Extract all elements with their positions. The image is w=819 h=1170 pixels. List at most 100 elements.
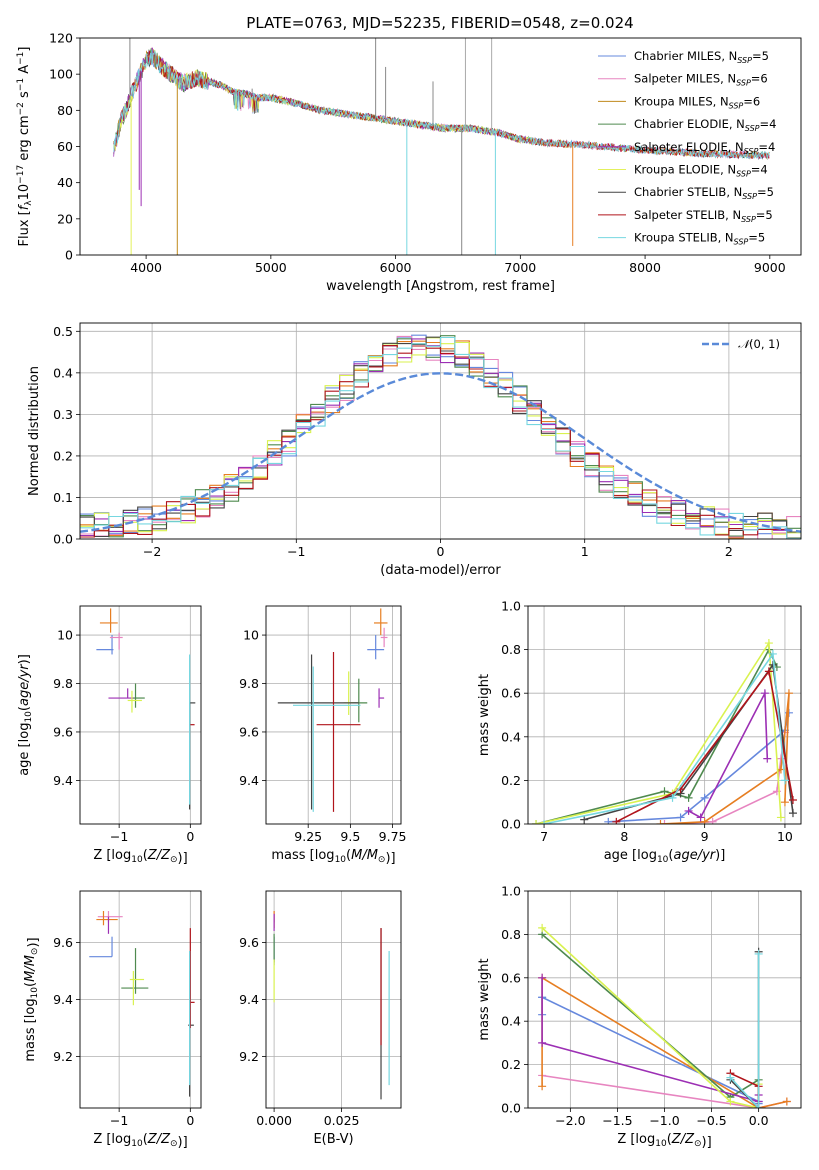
weight-marker xyxy=(580,815,589,824)
weight-marker xyxy=(684,806,693,815)
axes-frame xyxy=(527,605,802,825)
y-tick-label: 120 xyxy=(49,31,73,46)
x-axis-label: Z [log10(Z/Z⊙)] xyxy=(617,1132,711,1150)
x-tick-label: 9 xyxy=(701,829,709,844)
weight-marker xyxy=(700,817,709,824)
axes-frame xyxy=(79,37,802,256)
panel-weight-vs-Z: −2.0 −1.5 −1.0 −0.5 0.0 0.0 0.2 0.4 0.6 0.8 1.0 Z [… xyxy=(477,884,802,1150)
y-tick-label: 9.4 xyxy=(53,992,73,1007)
panel-mass-vs-Z: −1 0 9.2 9.4 9.6 Z [log10(Z/Z⊙)] mass [log10(M… xyxy=(23,890,202,1150)
y-tick-label: 9.2 xyxy=(53,1049,73,1064)
y-tick-label: 0.1 xyxy=(53,490,73,505)
panel-mass-vs-ebv: 0.000 0.025 9.2 9.4 9.6 E(B-V) xyxy=(239,890,402,1147)
weight-marker xyxy=(754,1104,763,1108)
y-tick-label: 0.4 xyxy=(53,365,73,380)
weight-marker xyxy=(660,787,669,796)
x-tick-label: 2 xyxy=(725,544,733,559)
y-tick-label: 9.4 xyxy=(53,773,73,788)
weight-marker xyxy=(676,813,685,822)
y-axis-label: mass weight xyxy=(477,674,492,756)
panels: 4000 5000 6000 7000 8000 9000020406080100120w… xyxy=(16,31,802,1150)
spectrum-lines xyxy=(113,38,770,255)
weight-marker xyxy=(538,1038,547,1047)
y-tick-label: 9.6 xyxy=(239,724,259,739)
y-tick-label: 9.8 xyxy=(239,676,259,691)
y-tick-label: 10 xyxy=(57,628,73,643)
weight-marker xyxy=(764,667,773,676)
y-tick-label: 9.6 xyxy=(53,935,73,950)
x-tick-label: 0.025 xyxy=(324,1113,360,1128)
errorbars xyxy=(273,910,390,1100)
y-tick-label: 100 xyxy=(49,67,73,82)
x-tick-label: 9.75 xyxy=(379,829,407,844)
x-tick-label: −1.0 xyxy=(649,1113,679,1128)
weight-marker xyxy=(754,949,763,958)
y-tick-label: 0.0 xyxy=(501,817,521,832)
y-tick-label: 0 xyxy=(65,248,73,263)
spectrum-series xyxy=(113,47,534,151)
errorbars xyxy=(277,608,388,812)
weight-marker xyxy=(540,820,549,824)
x-axis-label: E(B-V) xyxy=(313,1132,353,1147)
y-axis-label: Normed distribution xyxy=(27,366,42,496)
y-axis-label: mass weight xyxy=(477,958,492,1040)
y-axis-label: age [log10(age/yr)] xyxy=(17,654,34,776)
spectrum-series xyxy=(113,49,770,159)
weight-marker xyxy=(612,817,621,824)
y-tick-label: 0.2 xyxy=(501,773,521,788)
x-axis-label: (data-model)/error xyxy=(380,563,501,578)
weight-marker xyxy=(656,820,665,824)
weight-marker xyxy=(696,813,705,822)
x-tick-label: 0.000 xyxy=(256,1113,292,1128)
y-tick-label: 0.3 xyxy=(53,407,73,422)
y-tick-label: 0.4 xyxy=(501,1014,521,1029)
weight-marker xyxy=(776,813,785,822)
weight-marker xyxy=(700,793,709,802)
x-axis-label: Z [log10(Z/Z⊙)] xyxy=(93,1132,187,1150)
weight-series xyxy=(688,690,769,819)
x-tick-label: −2 xyxy=(143,544,161,559)
weight-marker xyxy=(780,798,789,807)
spectrum-series xyxy=(113,47,534,157)
y-axis-label: Flux [fλ10−17 erg cm−2 s−1 A−1] xyxy=(16,47,34,247)
y-tick-label: 40 xyxy=(57,175,73,190)
x-tick-label: 7000 xyxy=(504,260,536,275)
weight-lines xyxy=(532,639,797,824)
axes-frame xyxy=(79,605,202,825)
weight-marker xyxy=(684,793,693,802)
weight-marker xyxy=(660,820,669,824)
y-tick-label: 0.2 xyxy=(53,448,73,463)
weight-series xyxy=(535,640,782,824)
x-tick-label: 4000 xyxy=(130,260,162,275)
y-tick-label: 60 xyxy=(57,139,73,154)
x-tick-label: −2.0 xyxy=(555,1113,585,1128)
axes-frame xyxy=(79,890,202,1109)
errorbars xyxy=(96,608,196,810)
panel-residuals: −2 −1 0 1 2 0.0 0.1 0.2 0.3 0.4 0.5 (data-model)/er… xyxy=(27,322,802,578)
y-tick-label: 9.2 xyxy=(239,1049,259,1064)
y-tick-label: 20 xyxy=(57,211,73,226)
y-tick-label: 9.6 xyxy=(53,724,73,739)
x-tick-label: 6000 xyxy=(380,260,412,275)
legend-label: Chabrier ELODIE, NSSP=4 xyxy=(634,117,776,133)
weight-marker xyxy=(726,1073,735,1082)
y-tick-label: 80 xyxy=(57,103,73,118)
x-tick-label: −1.5 xyxy=(602,1113,632,1128)
x-tick-label: 7 xyxy=(540,829,548,844)
weight-series xyxy=(541,977,760,1103)
legend-label: Salpeter STELIB, NSSP=5 xyxy=(634,208,773,224)
weight-marker xyxy=(768,649,777,658)
gaussian-curve xyxy=(80,372,801,533)
y-tick-label: 9.8 xyxy=(53,676,73,691)
axes-frame xyxy=(265,605,402,825)
weight-series xyxy=(543,651,786,824)
weight-marker xyxy=(538,1082,547,1091)
weight-lines xyxy=(538,923,791,1108)
histogram-series xyxy=(80,336,801,539)
x-tick-label: 0 xyxy=(186,829,194,844)
x-tick-label: 5000 xyxy=(255,260,287,275)
panel-age-vs-Z: −1 0 9.4 9.6 9.8 10 Z [log10(Z/Z⊙)] age [log10(… xyxy=(17,605,202,866)
x-tick-label: 9.25 xyxy=(294,829,322,844)
y-tick-label: 9.4 xyxy=(239,992,259,1007)
